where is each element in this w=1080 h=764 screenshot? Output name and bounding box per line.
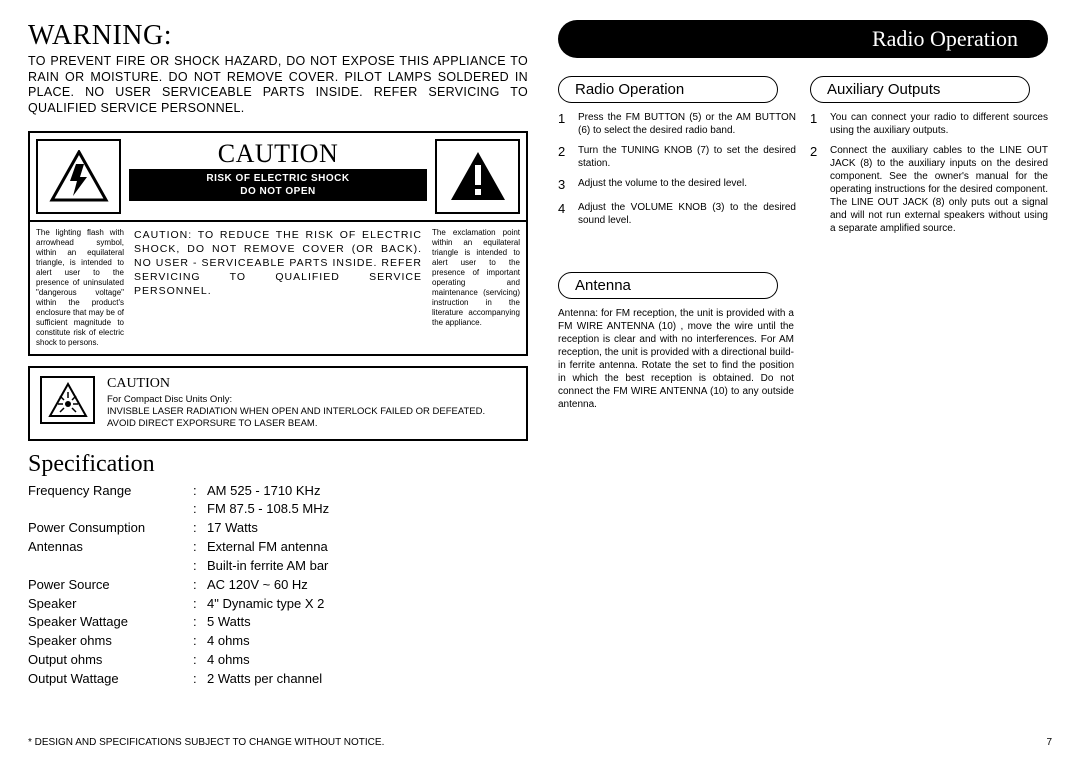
spec-value: External FM antenna: [207, 538, 528, 557]
step-number: 1: [558, 111, 572, 137]
spec-colon: :: [193, 651, 207, 670]
spec-value: AM 525 - 1710 KHz: [207, 482, 528, 501]
step: 2Connect the auxiliary cables to the LIN…: [810, 144, 1048, 235]
spec-label: Frequency Range: [28, 482, 193, 501]
spec-row: Speaker Wattage:5 Watts: [28, 613, 528, 632]
risk-line2: DO NOT OPEN: [240, 186, 316, 197]
spec-row: Power Consumption:17 Watts: [28, 519, 528, 538]
lightning-triangle-icon: [36, 139, 121, 214]
spec-label: Power Consumption: [28, 519, 193, 538]
step: 2Turn the TUNING KNOB (7) to set the des…: [558, 144, 796, 170]
caution-title: CAUTION: [129, 139, 427, 169]
radio-operation-label: Radio Operation: [558, 76, 778, 103]
spec-value: 5 Watts: [207, 613, 528, 632]
spec-label: [28, 500, 193, 519]
step-number: 3: [558, 177, 572, 194]
spec-colon: :: [193, 670, 207, 689]
spec-colon: :: [193, 482, 207, 501]
laser-body: For Compact Disc Units Only: INVISBLE LA…: [107, 394, 516, 431]
step: 4Adjust the VOLUME KNOB (3) to the desir…: [558, 201, 796, 227]
footnote: * DESIGN AND SPECIFICATIONS SUBJECT TO C…: [28, 737, 384, 748]
spec-row: Power Source:AC 120V ~ 60 Hz: [28, 576, 528, 595]
step-text: Connect the auxiliary cables to the LINE…: [830, 144, 1048, 235]
spec-value: Built-in ferrite AM bar: [207, 557, 528, 576]
spec-label: Speaker ohms: [28, 632, 193, 651]
laser-line1: For Compact Disc Units Only:: [107, 394, 232, 405]
spec-colon: :: [193, 538, 207, 557]
risk-banner: RISK OF ELECTRIC SHOCK DO NOT OPEN: [129, 169, 427, 201]
spec-label: Speaker Wattage: [28, 613, 193, 632]
spec-value: 4 ohms: [207, 632, 528, 651]
warning-title: WARNING:: [28, 20, 528, 52]
spec-value: 4 ohms: [207, 651, 528, 670]
step-number: 1: [810, 111, 824, 137]
spec-row: :Built-in ferrite AM bar: [28, 557, 528, 576]
spec-row: :FM 87.5 - 108.5 MHz: [28, 500, 528, 519]
step: 1You can connect your radio to different…: [810, 111, 1048, 137]
step-number: 4: [558, 201, 572, 227]
exclamation-triangle-icon: [435, 139, 520, 214]
laser-line2: INVISBLE LASER RADIATION WHEN OPEN AND I…: [107, 406, 485, 429]
right-column: Radio Operation Radio Operation 1Press t…: [558, 20, 1048, 744]
step-number: 2: [558, 144, 572, 170]
spec-value: 17 Watts: [207, 519, 528, 538]
caution-box: CAUTION RISK OF ELECTRIC SHOCK DO NOT OP…: [28, 131, 528, 222]
warning-body: TO PREVENT FIRE OR SHOCK HAZARD, DO NOT …: [28, 54, 528, 117]
caution-box-lower: The lighting flash with arrowhead symbol…: [28, 222, 528, 356]
laser-title: CAUTION: [107, 376, 516, 392]
spec-colon: :: [193, 557, 207, 576]
spec-colon: :: [193, 632, 207, 651]
step-text: Adjust the volume to the desired level.: [578, 177, 796, 194]
caution-left-small: The lighting flash with arrowhead symbol…: [36, 228, 124, 348]
spec-colon: :: [193, 576, 207, 595]
spec-label: Power Source: [28, 576, 193, 595]
spec-value: 2 Watts per channel: [207, 670, 528, 689]
antenna-label: Antenna: [558, 272, 778, 299]
spec-value: FM 87.5 - 108.5 MHz: [207, 500, 528, 519]
spec-row: Frequency Range:AM 525 - 1710 KHz: [28, 482, 528, 501]
step-text: Press the FM BUTTON (5) or the AM BUTTON…: [578, 111, 796, 137]
spec-value: 4" Dynamic type X 2: [207, 595, 528, 614]
step-text: You can connect your radio to different …: [830, 111, 1048, 137]
spec-colon: :: [193, 595, 207, 614]
spec-row: Antennas:External FM antenna: [28, 538, 528, 557]
step: 1Press the FM BUTTON (5) or the AM BUTTO…: [558, 111, 796, 137]
spec-row: Output Wattage:2 Watts per channel: [28, 670, 528, 689]
spec-row: Output ohms:4 ohms: [28, 651, 528, 670]
spec-label: Output ohms: [28, 651, 193, 670]
laser-caution-box: CAUTION For Compact Disc Units Only: INV…: [28, 366, 528, 441]
specification-title: Specification: [28, 451, 528, 478]
aux-outputs-label: Auxiliary Outputs: [810, 76, 1030, 103]
left-column: WARNING: TO PREVENT FIRE OR SHOCK HAZARD…: [28, 20, 528, 744]
step-text: Turn the TUNING KNOB (7) to set the desi…: [578, 144, 796, 170]
spec-value: AC 120V ~ 60 Hz: [207, 576, 528, 595]
spec-label: Output Wattage: [28, 670, 193, 689]
auxiliary-outputs-section: Auxiliary Outputs 1You can connect your …: [810, 76, 1048, 242]
spec-label: Speaker: [28, 595, 193, 614]
antenna-body: Antenna: for FM reception, the unit is p…: [558, 307, 794, 411]
spec-colon: :: [193, 500, 207, 519]
radio-operation-section: Radio Operation 1Press the FM BUTTON (5)…: [558, 76, 796, 242]
step: 3 Adjust the volume to the desired level.: [558, 177, 796, 194]
spec-label: Antennas: [28, 538, 193, 557]
header-pill: Radio Operation: [558, 20, 1048, 58]
antenna-section: Antenna Antenna: for FM reception, the u…: [558, 272, 1048, 411]
specification-table: Frequency Range:AM 525 - 1710 KHz:FM 87.…: [28, 482, 528, 689]
step-number: 2: [810, 144, 824, 235]
laser-icon: [40, 376, 95, 424]
risk-line1: RISK OF ELECTRIC SHOCK: [206, 173, 349, 184]
spec-colon: :: [193, 519, 207, 538]
spec-row: Speaker:4" Dynamic type X 2: [28, 595, 528, 614]
spec-row: Speaker ohms:4 ohms: [28, 632, 528, 651]
page-number: 7: [1046, 737, 1052, 748]
caution-right-small: The exclamation point within an equilate…: [432, 228, 520, 348]
step-text: Adjust the VOLUME KNOB (3) to the desire…: [578, 201, 796, 227]
spec-colon: :: [193, 613, 207, 632]
spec-label: [28, 557, 193, 576]
caution-center-text: CAUTION: TO REDUCE THE RISK OF ELECTRIC …: [134, 228, 422, 348]
